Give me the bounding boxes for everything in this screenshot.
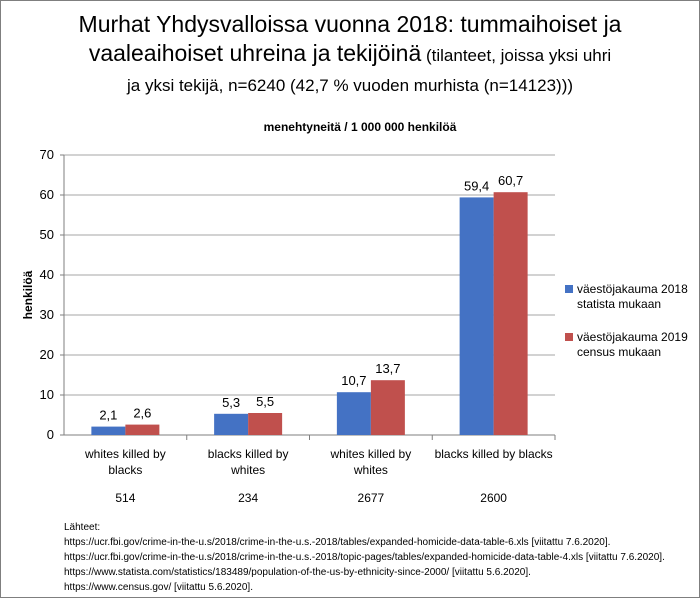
source-link-4: https://www.census.gov/ [viitattu 5.6.20… — [64, 582, 253, 593]
legend-item-2018: väestöjakauma 2018 statista mukaan — [565, 282, 695, 312]
data-label-s1-c2: 13,7 — [375, 361, 400, 376]
x-tick-label-2-line-1: whites — [353, 463, 388, 477]
y-axis-label: henkilöä — [21, 270, 35, 319]
category-count-3: 2600 — [480, 491, 507, 505]
y-tick-label-50: 50 — [40, 227, 54, 242]
legend-swatch-2019 — [565, 333, 573, 341]
bar-s0-c2 — [336, 392, 371, 435]
x-tick-label-1-line-0: blacks killed by — [208, 447, 289, 461]
source-link-2: https://ucr.fbi.gov/crime-in-the-u.s/201… — [64, 552, 665, 563]
y-tick-label-60: 60 — [40, 187, 54, 202]
legend: väestöjakauma 2018 statista mukaan väest… — [565, 282, 695, 378]
x-tick-label-3-line-0: blacks killed by blacks — [435, 447, 553, 461]
sources-heading: Lähteet: — [64, 522, 101, 533]
title-line-3: ja yksi tekijä, n=6240 (42,7 % vuoden mu… — [126, 76, 574, 95]
source-link-1: https://ucr.fbi.gov/crime-in-the-u.s/201… — [64, 537, 611, 548]
category-count-1: 234 — [238, 491, 258, 505]
x-tick-label-2-line-0: whites killed by — [330, 447, 412, 461]
bar-s0-c1 — [214, 413, 249, 435]
legend-label-2019-line-1: väestöjakauma 2019 — [577, 330, 688, 344]
data-label-s0-c3: 59,4 — [464, 178, 489, 193]
bar-s1-c3 — [493, 192, 528, 435]
chart-title: Murhat Yhdysvalloissa vuonna 2018: tumma… — [10, 10, 690, 100]
legend-swatch-2018 — [565, 285, 573, 293]
bar-s1-c1 — [248, 413, 283, 435]
legend-label-2019-line-2: census mukaan — [577, 345, 662, 359]
bar-s1-c2 — [370, 380, 405, 435]
legend-label-2018-line-2: statista mukaan — [577, 297, 662, 311]
y-tick-label-30: 30 — [40, 307, 54, 322]
x-tick-label-0-line-0: whites killed by — [84, 447, 166, 461]
bar-s1-c0 — [125, 424, 160, 435]
data-label-s0-c1: 5,3 — [222, 395, 240, 410]
y-tick-label-40: 40 — [40, 267, 54, 282]
data-label-s1-c1: 5,5 — [256, 394, 274, 409]
y-tick-label-20: 20 — [40, 347, 54, 362]
data-label-s0-c0: 2,1 — [99, 408, 117, 423]
category-count-2: 2677 — [358, 491, 385, 505]
x-tick-label-1-line-1: whites — [230, 463, 265, 477]
y-tick-label-70: 70 — [40, 147, 54, 162]
bar-s0-c0 — [91, 426, 126, 435]
title-line-2-main: vaaleaihoiset uhreina ja tekijöinä — [88, 40, 422, 66]
source-link-3: https://www.statista.com/statistics/1834… — [64, 567, 531, 578]
x-tick-label-0-line-1: blacks — [108, 463, 142, 477]
legend-item-2019: väestöjakauma 2019 census mukaan — [565, 330, 695, 360]
sources: Lähteet: https://ucr.fbi.gov/crime-in-th… — [64, 520, 665, 595]
title-line-2-sub: (tilanteet, joissa yksi uhri — [421, 46, 612, 65]
bar-s0-c3 — [459, 197, 494, 435]
chart-subtitle: menehtyneitä / 1 000 000 henkilöä — [263, 120, 457, 134]
data-label-s0-c2: 10,7 — [341, 373, 366, 388]
title-line-2: vaaleaihoiset uhreina ja tekijöinä (tila… — [10, 39, 690, 71]
title-line-1: Murhat Yhdysvalloissa vuonna 2018: tumma… — [78, 11, 622, 37]
category-count-0: 514 — [115, 491, 135, 505]
data-label-s1-c0: 2,6 — [133, 406, 151, 421]
y-tick-label-0: 0 — [47, 427, 54, 442]
legend-label-2018-line-1: väestöjakauma 2018 — [577, 282, 688, 296]
data-label-s1-c3: 60,7 — [498, 173, 523, 188]
y-tick-label-10: 10 — [40, 387, 54, 402]
